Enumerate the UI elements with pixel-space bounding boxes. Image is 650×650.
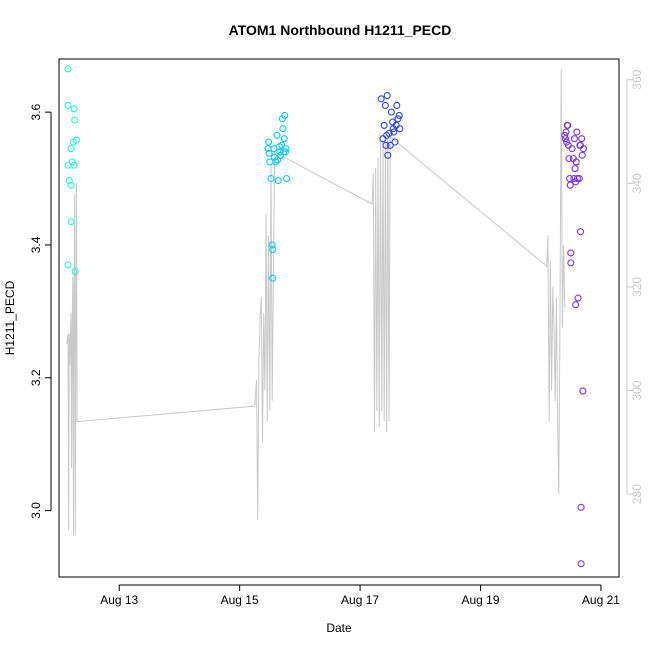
data-point-series-4 [570, 135, 578, 143]
data-point-series-3 [391, 138, 399, 146]
data-point-series-2 [274, 176, 282, 185]
y-tick-label: 3.6 [29, 103, 43, 120]
data-point-series-3 [380, 121, 388, 129]
data-point-series-4 [577, 503, 585, 511]
y2-tick-label: 300 [630, 380, 644, 400]
data-point-series-4 [565, 155, 573, 163]
data-point-series-4 [578, 135, 586, 143]
data-point-series-1 [64, 65, 72, 73]
data-point-series-3 [396, 125, 404, 133]
data-point-series-4 [579, 145, 588, 153]
data-point-series-4 [579, 387, 587, 395]
y-tick-label: 3.4 [29, 236, 43, 253]
data-point-series-3 [383, 91, 391, 100]
data-point-series-2 [273, 131, 281, 139]
data-point-series-4 [574, 294, 582, 302]
y2-tick-label: 360 [630, 69, 644, 89]
y-tick-label: 3.2 [29, 369, 43, 386]
data-point-series-1 [67, 145, 75, 153]
chart-title: ATOM1 Northbound H1211_PECD [229, 22, 452, 38]
data-point-series-2 [268, 241, 276, 249]
data-point-series-1 [67, 181, 75, 189]
data-point-series-3 [387, 108, 395, 116]
y2-tick-label: 280 [630, 484, 644, 504]
data-point-series-1 [71, 116, 79, 124]
y-tick-label: 3.0 [29, 502, 43, 519]
data-point-series-2 [267, 174, 275, 183]
data-point-series-2 [281, 111, 289, 119]
data-point-series-2 [272, 158, 280, 166]
data-point-series-1 [65, 176, 73, 185]
y2-tick-label: 340 [630, 173, 644, 193]
data-point-series-4 [576, 228, 585, 236]
y2-tick-label: 320 [630, 277, 644, 297]
data-point-series-4 [577, 560, 585, 568]
y-axis-label: H1211_PECD [3, 280, 17, 355]
data-point-series-2 [282, 145, 290, 153]
x-tick-label: Aug 19 [461, 593, 499, 607]
data-point-series-4 [572, 301, 580, 309]
data-point-series-3 [385, 129, 393, 137]
data-point-series-1 [64, 101, 72, 110]
x-tick-label: Aug 17 [341, 593, 379, 607]
data-point-series-1 [70, 105, 78, 113]
data-point-series-4 [566, 181, 574, 189]
x-tick-label: Aug 15 [221, 593, 259, 607]
data-point-series-3 [381, 101, 389, 110]
data-point-series-4 [561, 131, 569, 139]
x-tick-label: Aug 13 [100, 593, 138, 607]
data-point-series-3 [386, 141, 394, 149]
data-point-series-1 [67, 218, 75, 226]
data-point-series-4 [573, 128, 581, 136]
data-point-series-4 [561, 135, 569, 143]
data-point-series-4 [564, 121, 572, 129]
x-axis-label: Date [326, 621, 352, 635]
data-point-series-2 [276, 148, 284, 156]
x-tick-label: Aug 21 [582, 593, 620, 607]
data-point-series-3 [384, 151, 392, 159]
data-point-series-3 [395, 111, 403, 119]
plot-frame [58, 58, 620, 578]
data-point-series-1 [71, 267, 79, 276]
data-point-series-4 [562, 128, 570, 136]
axes: Aug 13 Aug 15 Aug 17 Aug 19 Aug 21 3.0 3.2 3.4 3… [29, 69, 644, 607]
data-point-series-1 [64, 261, 72, 269]
data-point-series-2 [265, 149, 273, 157]
data-point-series-4 [571, 165, 579, 173]
data-point-series-3 [394, 115, 402, 123]
data-point-series-4 [572, 158, 580, 166]
data-point-series-2 [283, 174, 291, 183]
data-point-series-4 [567, 259, 575, 267]
scatter-layer [64, 65, 588, 568]
data-point-series-4 [578, 151, 586, 159]
data-point-series-4 [567, 249, 575, 257]
data-point-series-4 [566, 174, 574, 183]
data-point-series-3 [390, 128, 398, 136]
data-point-series-1 [70, 161, 78, 169]
secondary-line-layer [66, 69, 566, 536]
data-point-series-2 [280, 135, 288, 143]
data-point-series-4 [568, 145, 576, 153]
data-point-series-3 [382, 141, 390, 149]
data-point-series-4 [575, 174, 583, 183]
data-point-series-1 [72, 136, 81, 144]
data-point-series-3 [393, 101, 401, 110]
data-point-series-2 [269, 274, 277, 282]
data-point-series-2 [281, 148, 289, 156]
data-point-series-2 [264, 138, 273, 146]
data-point-series-3 [377, 95, 385, 103]
data-point-series-2 [269, 246, 277, 254]
secondary-line [66, 69, 566, 536]
data-point-series-2 [279, 125, 287, 133]
